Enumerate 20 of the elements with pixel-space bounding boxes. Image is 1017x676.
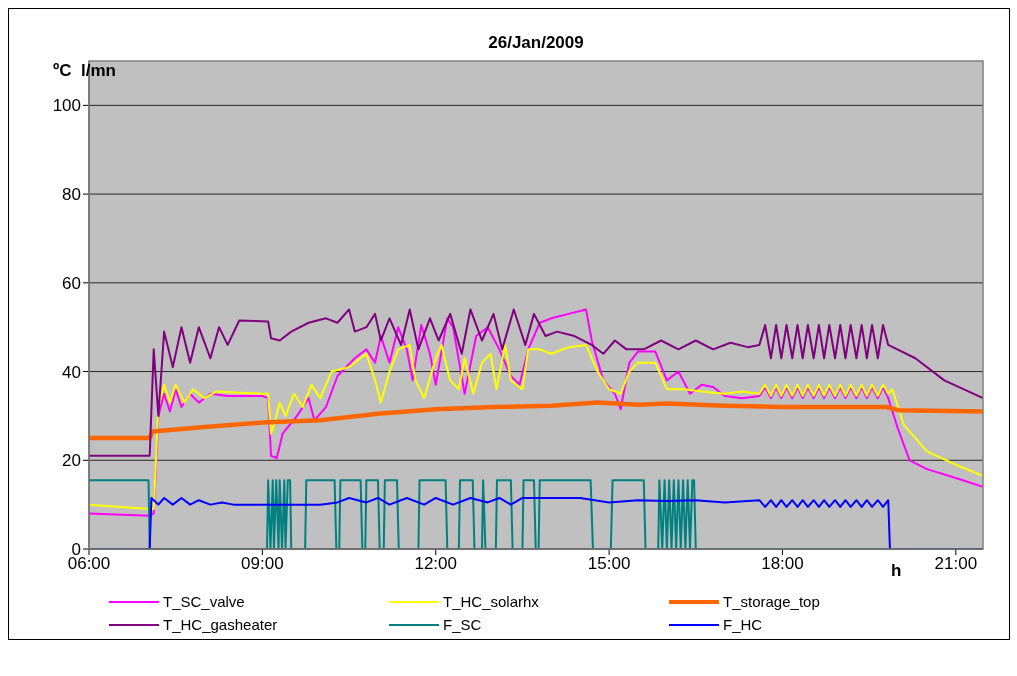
x-axis-title: h [891, 561, 902, 581]
y-tick-label: 40 [62, 362, 81, 382]
legend-label: T_HC_solarhx [443, 593, 539, 610]
y-axis-title: ºC l/mn [53, 61, 116, 81]
x-tick-label: 09:00 [241, 554, 284, 574]
y-tick-label: 100 [52, 96, 81, 116]
y-tick-label: 80 [62, 185, 81, 205]
line-series [89, 400, 983, 441]
x-tick-label: 18:00 [761, 554, 804, 574]
chart-title: 26/Jan/2009 [487, 33, 585, 53]
x-tick-label: 12:00 [414, 554, 458, 574]
y-tick-label: 20 [62, 451, 81, 471]
x-tick-label: 21:00 [934, 554, 978, 574]
y-tick-label: 60 [62, 273, 81, 293]
legend-label: T_SC_valve [163, 593, 245, 610]
legend-label: T_storage_top [723, 593, 820, 610]
x-tick-label: 15:00 [587, 554, 631, 574]
legend-label: F_SC [443, 616, 482, 633]
legend-label: T_HC_gasheater [163, 616, 278, 633]
legend-label: F_HC [723, 616, 763, 633]
